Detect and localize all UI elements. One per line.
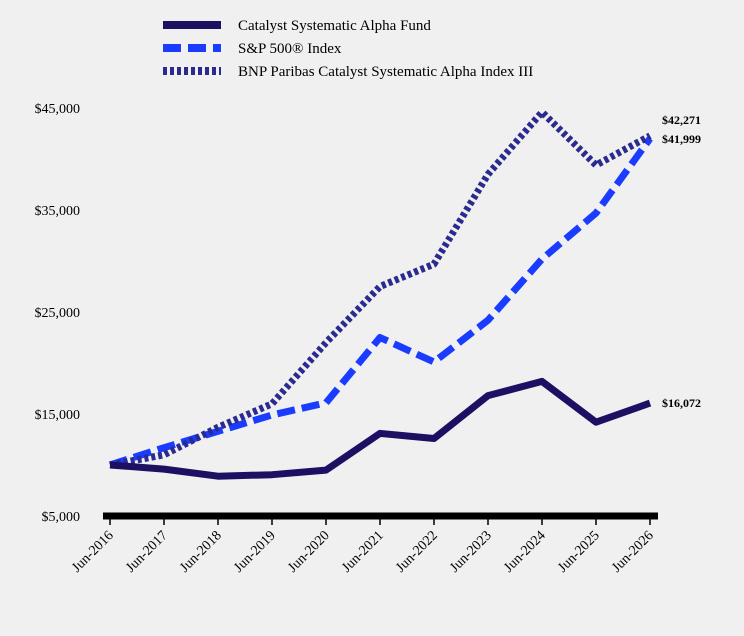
x-tick-label: Jun-2016 — [69, 528, 116, 575]
x-tick-label: Jun-2022 — [393, 528, 440, 575]
end-label-fund: $16,072 — [662, 396, 701, 410]
legend-label-fund: Catalyst Systematic Alpha Fund — [238, 18, 431, 34]
legend-item-sp500: S&P 500® Index — [163, 41, 342, 57]
series-line-fund — [109, 377, 652, 480]
legend: Catalyst Systematic Alpha Fund S&P 500® … — [163, 18, 533, 80]
y-axis-ticks: $5,000 $15,000 $25,000 $35,000 $45,000 — [35, 102, 81, 525]
series-line-sp500 — [108, 136, 653, 469]
end-labels: $16,072 $41,999 $42,271 — [662, 113, 701, 410]
legend-label-sp500: S&P 500® Index — [238, 41, 342, 57]
y-tick-label: $25,000 — [35, 306, 81, 321]
series-lines — [108, 108, 653, 480]
x-tick-label: Jun-2021 — [339, 528, 386, 575]
y-tick-label: $5,000 — [42, 510, 81, 525]
y-tick-label: $15,000 — [35, 408, 81, 423]
y-tick-label: $45,000 — [35, 102, 81, 117]
x-tick-label: Jun-2024 — [501, 528, 548, 575]
y-tick-label: $35,000 — [35, 204, 81, 219]
end-label-sp500: $41,999 — [662, 132, 701, 146]
series-line-bnp — [109, 108, 652, 469]
x-tick-label: Jun-2018 — [177, 528, 224, 575]
x-tick-label: Jun-2020 — [285, 528, 332, 575]
x-tick-label: Jun-2017 — [123, 528, 170, 575]
x-tick-label: Jun-2023 — [447, 528, 494, 575]
legend-item-fund: Catalyst Systematic Alpha Fund — [163, 18, 431, 34]
x-axis-ticks: Jun-2016 Jun-2017 Jun-2018 Jun-2019 Jun-2020… — [69, 516, 657, 576]
x-tick-label: Jun-2025 — [555, 528, 602, 575]
x-tick-label: Jun-2019 — [231, 528, 278, 575]
legend-label-sp500-suffix: ® Index — [292, 41, 342, 57]
legend-label-bnp: BNP Paribas Catalyst Systematic Alpha In… — [238, 64, 533, 80]
legend-label-sp500-name: S&P 500 — [238, 41, 292, 57]
x-tick-label: Jun-2026 — [609, 528, 656, 575]
end-label-bnp: $42,271 — [662, 113, 701, 127]
legend-item-bnp: BNP Paribas Catalyst Systematic Alpha In… — [163, 64, 533, 80]
